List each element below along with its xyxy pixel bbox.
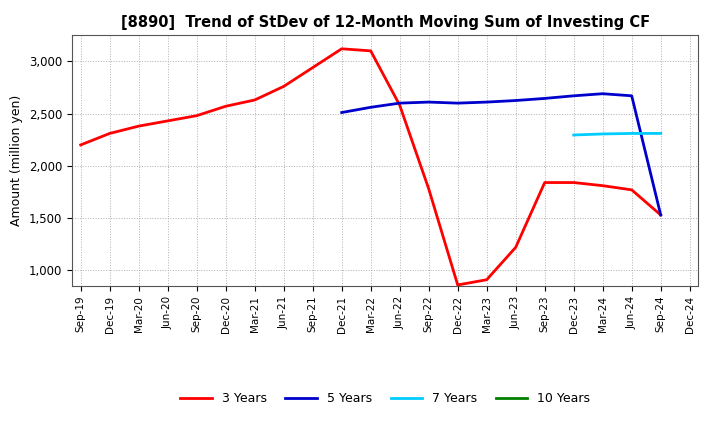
3 Years: [221, 103, 230, 109]
7 Years: [657, 131, 665, 136]
Legend: 3 Years, 5 Years, 7 Years, 10 Years: 3 Years, 5 Years, 7 Years, 10 Years: [176, 387, 595, 410]
5 Years: [570, 93, 578, 99]
3 Years: [135, 124, 143, 129]
3 Years: [76, 142, 85, 147]
3 Years: [511, 245, 520, 250]
5 Years: [395, 100, 404, 106]
5 Years: [598, 91, 607, 96]
5 Years: [338, 110, 346, 115]
5 Years: [541, 96, 549, 101]
3 Years: [454, 282, 462, 288]
Line: 5 Years: 5 Years: [342, 94, 661, 215]
3 Years: [657, 213, 665, 218]
3 Years: [541, 180, 549, 185]
3 Years: [627, 187, 636, 192]
5 Years: [424, 99, 433, 105]
3 Years: [163, 118, 172, 124]
Line: 3 Years: 3 Years: [81, 49, 661, 285]
3 Years: [279, 84, 288, 89]
5 Years: [366, 105, 375, 110]
5 Years: [511, 98, 520, 103]
5 Years: [627, 93, 636, 99]
Line: 7 Years: 7 Years: [574, 133, 661, 135]
3 Years: [424, 186, 433, 191]
3 Years: [308, 65, 317, 70]
3 Years: [366, 48, 375, 54]
3 Years: [105, 131, 114, 136]
7 Years: [570, 132, 578, 138]
3 Years: [192, 113, 201, 118]
5 Years: [454, 100, 462, 106]
7 Years: [598, 131, 607, 136]
3 Years: [482, 277, 491, 282]
5 Years: [482, 99, 491, 105]
3 Years: [395, 103, 404, 108]
7 Years: [627, 131, 636, 136]
Title: [8890]  Trend of StDev of 12-Month Moving Sum of Investing CF: [8890] Trend of StDev of 12-Month Moving…: [121, 15, 649, 30]
5 Years: [657, 213, 665, 218]
3 Years: [251, 97, 259, 103]
3 Years: [598, 183, 607, 188]
3 Years: [338, 46, 346, 51]
Y-axis label: Amount (million yen): Amount (million yen): [10, 95, 23, 226]
3 Years: [570, 180, 578, 185]
